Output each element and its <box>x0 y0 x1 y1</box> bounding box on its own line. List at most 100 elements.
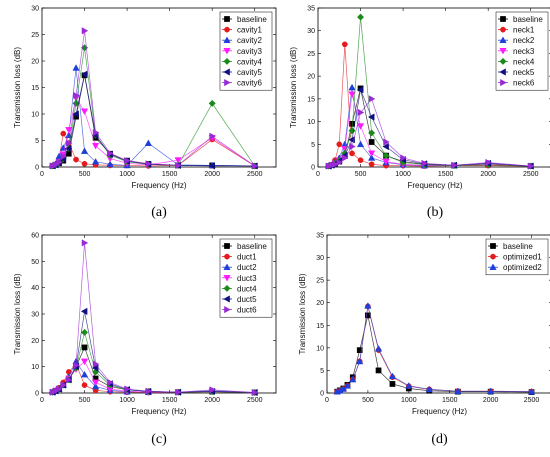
legend-marker <box>224 78 231 87</box>
legend-entry: duct2 <box>237 263 257 272</box>
data-point <box>145 160 153 168</box>
y-tick-label: 0 <box>320 391 324 398</box>
legend-entry: duct5 <box>237 295 257 304</box>
y-tick-label: 20 <box>31 338 39 345</box>
data-point <box>60 130 67 137</box>
x-tick-label: 500 <box>79 397 91 404</box>
data-point <box>208 99 216 107</box>
panel-label: (c) <box>151 432 167 447</box>
x-axis-label: Frequency (Hz) <box>407 181 462 190</box>
data-point <box>251 162 259 170</box>
data-point <box>368 139 375 145</box>
data-point <box>357 108 365 117</box>
x-tick-label: 2500 <box>523 171 539 178</box>
y-axis-label: Transmission loss (dB) <box>13 47 22 128</box>
y-tick-label: 0 <box>35 391 39 398</box>
x-tick-label: 2000 <box>480 171 496 178</box>
data-point <box>356 13 365 21</box>
y-tick-label: 25 <box>316 278 324 285</box>
data-point <box>91 142 100 150</box>
legend-entry: cavity5 <box>237 68 262 77</box>
legend-marker <box>224 305 231 314</box>
y-tick-label: 20 <box>316 300 324 307</box>
data-point <box>107 378 114 387</box>
legend-marker <box>490 253 496 260</box>
data-point <box>356 86 364 94</box>
data-point <box>336 141 343 148</box>
data-point <box>527 162 535 170</box>
panel-c: 0 500 1000 1500 2000 2500 0 10 20 30 40 50 60 Frequen… <box>13 233 277 447</box>
y-tick-label: 15 <box>316 323 324 330</box>
legend-entry: duct4 <box>237 284 257 293</box>
x-tick-label: 500 <box>79 171 91 178</box>
data-point <box>124 157 131 165</box>
x-axis-label: Frequency (Hz) <box>131 181 186 190</box>
data-point <box>107 149 114 157</box>
x-tick-label: 1000 <box>119 171 135 178</box>
legend-marker <box>223 274 231 282</box>
legend-marker <box>223 263 231 271</box>
data-point <box>92 128 100 137</box>
data-point <box>52 161 60 169</box>
y-tick-label: 15 <box>307 96 315 103</box>
data-point <box>343 382 352 389</box>
data-point <box>72 110 79 118</box>
data-point <box>368 129 376 137</box>
data-point <box>368 95 376 103</box>
data-point <box>349 375 357 383</box>
data-point <box>388 372 397 380</box>
x-tick-label: 1500 <box>162 171 178 178</box>
data-point <box>451 161 458 169</box>
y-tick-label: 60 <box>31 233 39 240</box>
legend-entry: cavity4 <box>237 57 262 66</box>
legend-marker <box>223 68 230 76</box>
data-point <box>80 370 89 378</box>
data-point <box>56 158 63 166</box>
legend-marker <box>223 284 231 292</box>
panel-d: 0 500 1000 1500 2000 2500 0 5 10 15 20 25 30 35 Freque… <box>298 233 550 447</box>
data-point <box>382 152 390 160</box>
legend-entry: baseline <box>237 242 267 251</box>
y-tick-label: 50 <box>31 259 39 266</box>
data-point <box>81 239 89 247</box>
x-tick-label: 1000 <box>401 397 417 404</box>
data-point <box>367 113 375 121</box>
data-point <box>339 385 347 392</box>
data-point <box>56 385 63 393</box>
x-tick-label: 1500 <box>442 397 458 404</box>
x-tick-label: 2000 <box>204 397 220 404</box>
data-point <box>425 385 433 393</box>
data-point <box>124 385 131 393</box>
data-point <box>72 64 80 71</box>
data-point <box>374 345 383 352</box>
x-tick-label: 1000 <box>395 171 411 178</box>
legend-marker <box>499 47 507 55</box>
x-tick-label: 0 <box>40 171 44 178</box>
data-point <box>328 161 336 169</box>
legend-marker <box>223 57 231 65</box>
x-tick-label: 0 <box>40 397 44 404</box>
data-point <box>356 357 364 365</box>
data-point <box>81 160 88 167</box>
y-tick-label: 30 <box>307 28 315 35</box>
legend-entry: cavity1 <box>237 26 262 35</box>
legend-entry: neck4 <box>513 57 535 66</box>
legend-marker <box>500 26 506 33</box>
data-point <box>209 132 216 140</box>
legend-entry: neck3 <box>513 47 535 56</box>
data-point <box>80 358 89 366</box>
data-point <box>60 381 67 389</box>
data-point <box>251 388 259 397</box>
y-tick-label: 5 <box>35 138 39 145</box>
y-tick-label: 10 <box>307 119 315 126</box>
data-point <box>364 302 372 309</box>
legend-marker <box>499 36 507 44</box>
y-tick-label: 20 <box>31 59 39 66</box>
data-point <box>332 160 339 168</box>
data-point <box>80 108 89 116</box>
panel-label: (b) <box>427 205 444 220</box>
data-point <box>382 142 389 151</box>
legend-entry: baseline <box>503 242 533 251</box>
